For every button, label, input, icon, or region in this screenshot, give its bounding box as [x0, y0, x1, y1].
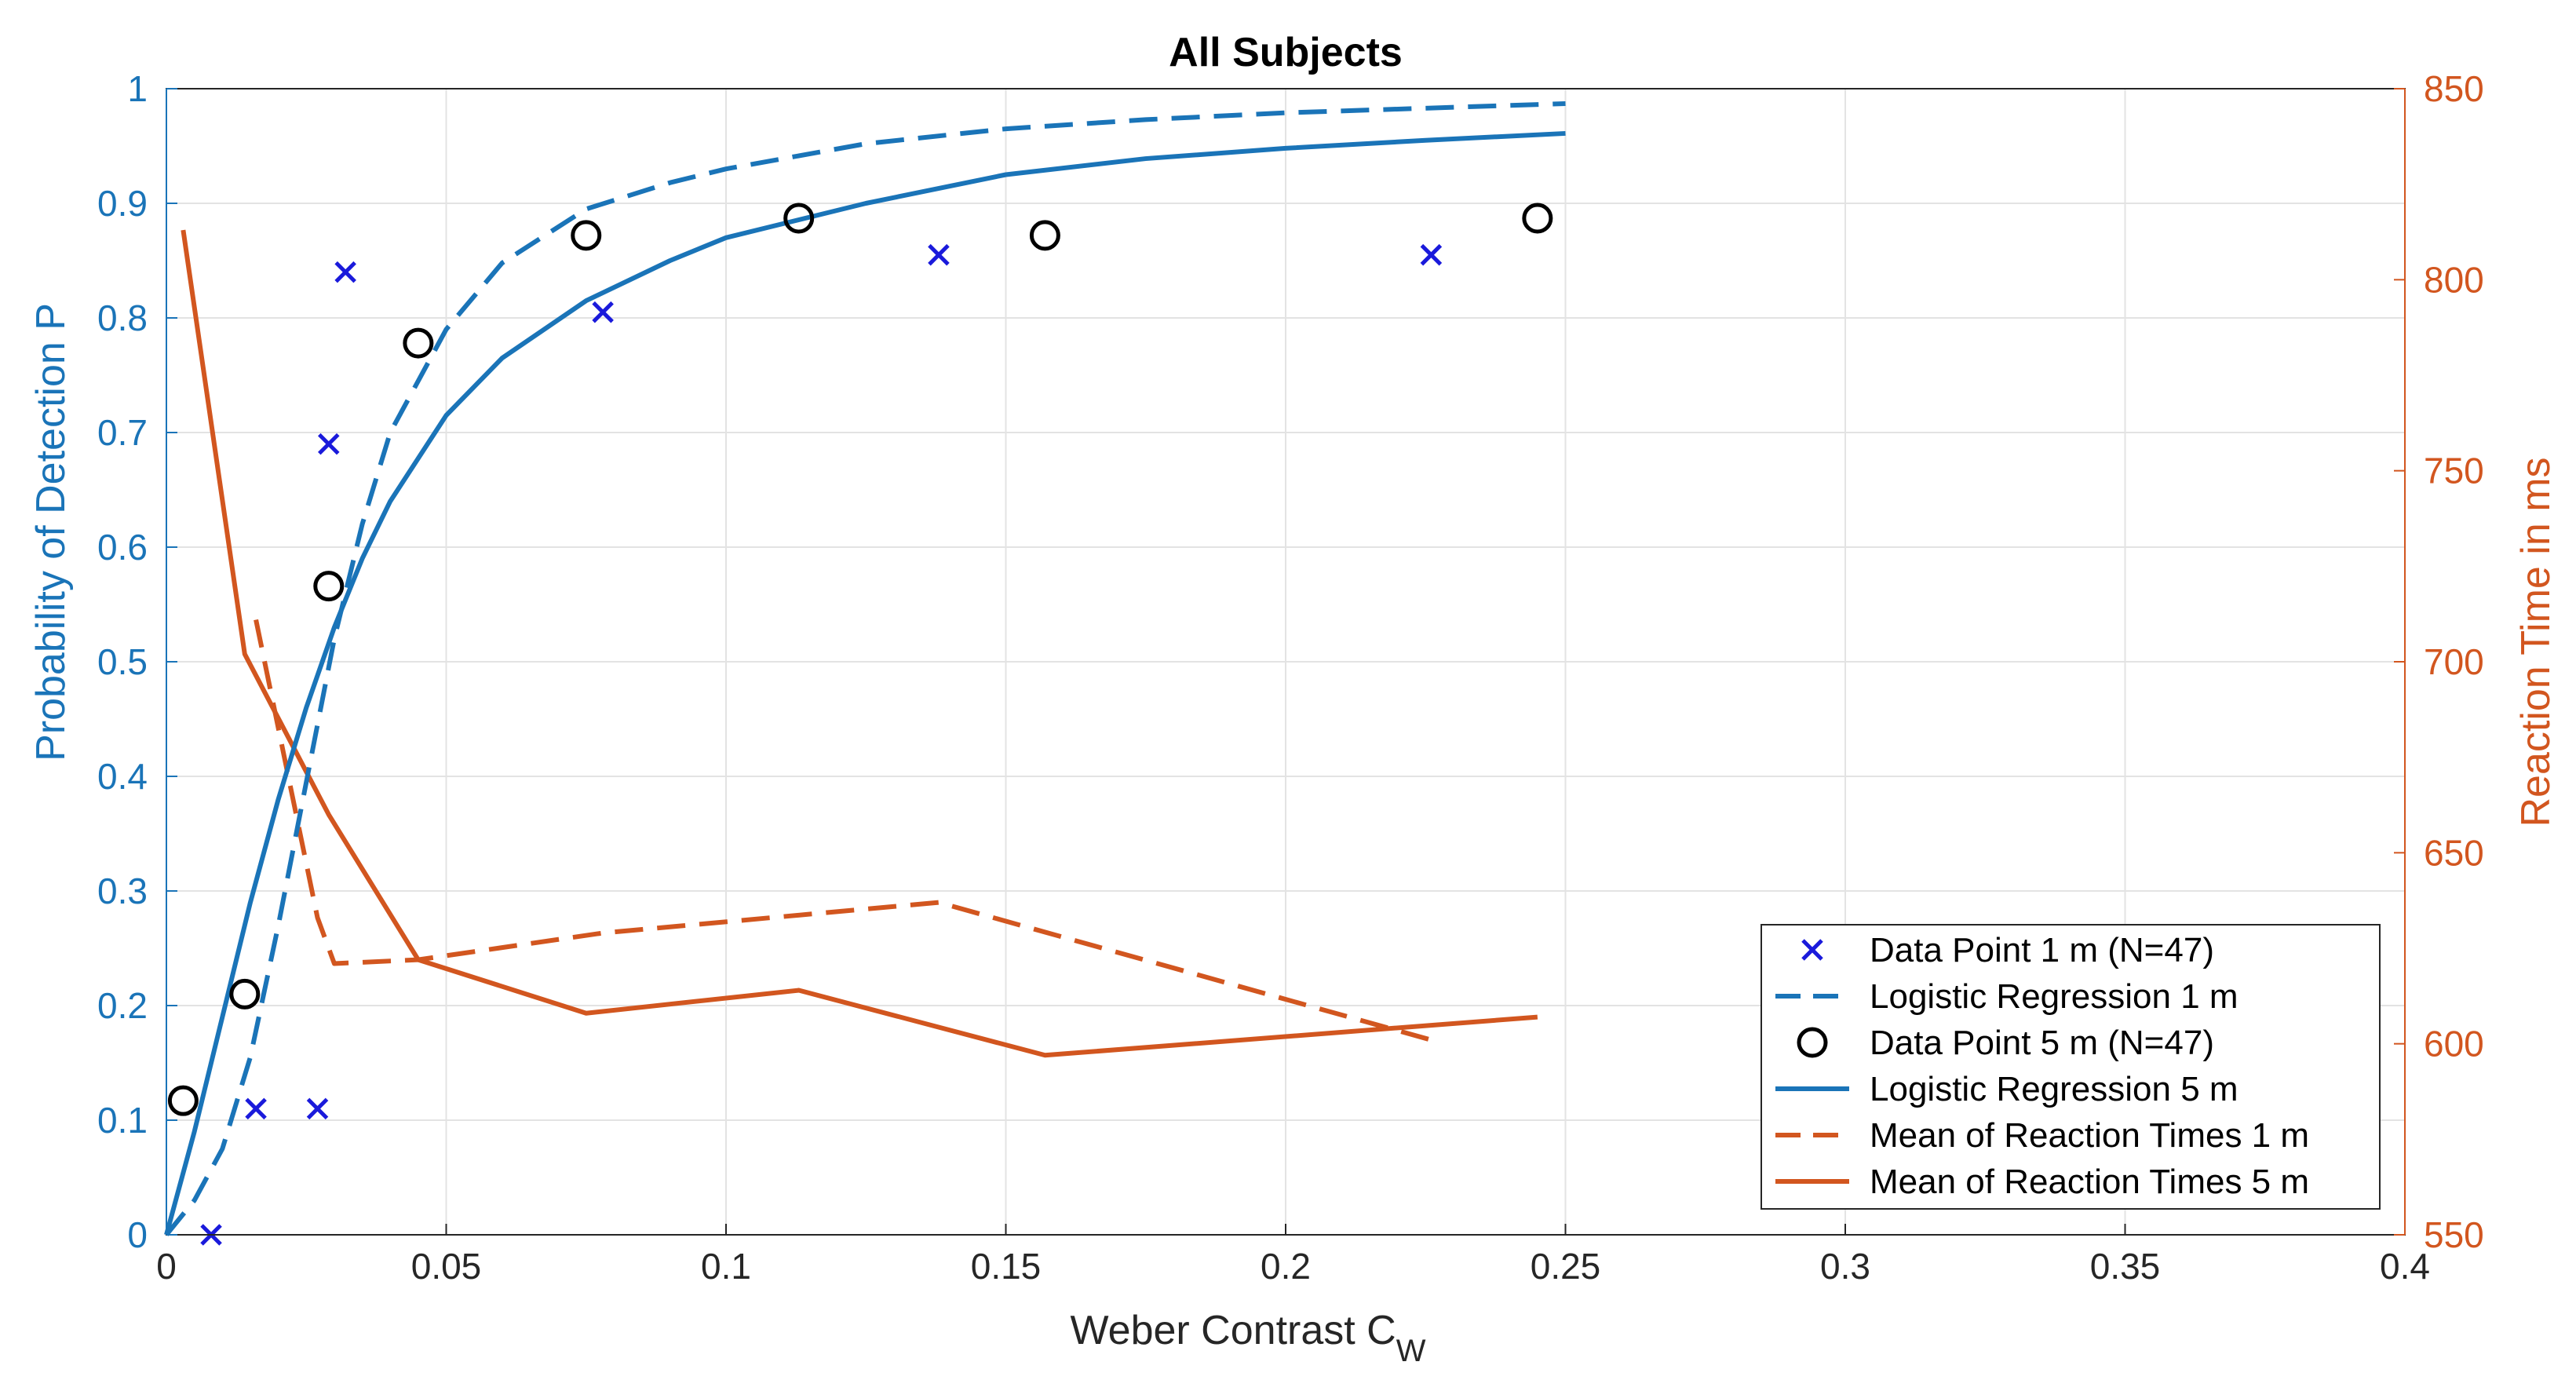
legend-label: Mean of Reaction Times 1 m [1870, 1116, 2309, 1155]
data-point-5m-marker [229, 978, 261, 1009]
data-point-5m-marker [783, 203, 815, 234]
data-point-1m-marker [318, 433, 340, 455]
y-tick-label-left: 0.8 [97, 298, 148, 338]
legend-item: Mean of Reaction Times 1 m [1775, 1116, 2309, 1155]
y-tick-label-right: 550 [2424, 1214, 2484, 1255]
legend-x-marker-stroke-b [1801, 939, 1823, 961]
x-tick-label: 0 [156, 1246, 177, 1287]
legend-label: Mean of Reaction Times 5 m [1870, 1163, 2309, 1201]
series-5 [181, 229, 1538, 1058]
data-point-5m-marker [1029, 220, 1060, 251]
x-axis-label-main: Weber Contrast C [1071, 1308, 1396, 1353]
data-point-5m-marker [313, 571, 345, 602]
data-point-1m-marker-stroke-b [318, 433, 340, 455]
x-tick-label: 0.35 [2090, 1246, 2161, 1287]
x-tick-label: 0.2 [1261, 1246, 1311, 1287]
y-tick-label-left: 0.5 [97, 641, 148, 682]
y-tick-label-left: 0.9 [97, 183, 148, 224]
data-point-5m-marker [403, 327, 434, 359]
data-point-1m-marker [306, 1097, 329, 1120]
legend-item: Logistic Regression 5 m [1775, 1070, 2238, 1108]
legend-label: Logistic Regression 5 m [1870, 1070, 2238, 1108]
y-tick-label-left: 1 [127, 68, 148, 109]
data-point-5m-marker [167, 1085, 199, 1116]
series-3 [164, 130, 1566, 1236]
data-point-1m-marker [245, 1097, 267, 1120]
x-tick-label: 0.1 [701, 1246, 751, 1287]
series-line [181, 229, 1538, 1058]
y-tick-label-left: 0 [127, 1214, 148, 1255]
y-axis-label-right: Reaction Time in ms [2513, 457, 2559, 827]
x-tick-label: 0.3 [1820, 1246, 1870, 1287]
y-tick-label-right: 700 [2424, 641, 2484, 682]
series-1 [164, 100, 1566, 1236]
x-axis-label: Weber Contrast CW [1071, 1308, 1426, 1368]
y-tick-label-right: 600 [2424, 1024, 2484, 1064]
legend-box [1761, 924, 2381, 1210]
x-tick-label: 0.05 [411, 1246, 482, 1287]
data-point-1m-marker [1420, 243, 1443, 266]
legend-item: Data Point 5 m (N=47) [1797, 1024, 2214, 1062]
y-tick-label-left: 0.2 [97, 985, 148, 1026]
x-tick-label: 0.4 [2380, 1246, 2430, 1287]
plot-area [164, 100, 1566, 1246]
y-tick-label-left: 0.6 [97, 527, 148, 568]
chart-title: All Subjects [1169, 30, 1403, 75]
ticks [166, 88, 2406, 1236]
legend-item: Logistic Regression 1 m [1775, 977, 2238, 1016]
series-line [164, 100, 1566, 1236]
x-axis-label-subscript: W [1396, 1334, 1426, 1368]
y-tick-label-left: 0.3 [97, 871, 148, 911]
x-tick-label: 0.25 [1531, 1246, 1601, 1287]
y-axis-label-left: Probability of Detection P [28, 303, 74, 761]
data-point-1m-marker-stroke-b [245, 1097, 267, 1120]
legend-item: Mean of Reaction Times 5 m [1775, 1163, 2309, 1201]
legend-label: Data Point 1 m (N=47) [1870, 931, 2214, 969]
legend-item: Data Point 1 m (N=47) [1801, 931, 2214, 969]
y-tick-label-left: 0.7 [97, 412, 148, 453]
data-point-1m-marker [592, 301, 614, 323]
series-0 [200, 243, 1443, 1246]
y-tick-label-left: 0.1 [97, 1100, 148, 1141]
legend-label: Data Point 5 m (N=47) [1870, 1024, 2214, 1062]
data-point-5m-marker [1522, 203, 1553, 234]
y-tick-label-right: 650 [2424, 832, 2484, 873]
data-point-1m-marker-stroke-b [1420, 243, 1443, 266]
data-point-1m-marker [334, 261, 356, 283]
series-2 [167, 203, 1553, 1116]
data-point-1m-marker-stroke-b [306, 1097, 329, 1120]
series-4 [254, 619, 1432, 1042]
tick-labels: 0 0.05 0.1 0.15 0.2 0.25 0.3 0.35 0.4 0 0.1 0.2 0.3 0… [97, 68, 2484, 1287]
legend: Data Point 1 m (N=47) Logistic Regression… [1761, 924, 2381, 1210]
y-tick-label-left: 0.4 [97, 756, 148, 797]
legend-label: Logistic Regression 1 m [1870, 977, 2238, 1016]
data-point-1m-marker [928, 243, 950, 266]
x-tick-label: 0.15 [971, 1246, 1042, 1287]
legend-x-marker [1801, 939, 1823, 961]
data-point-1m-marker-stroke-b [592, 301, 614, 323]
y-tick-label-right: 850 [2424, 68, 2484, 109]
data-point-1m-marker-stroke-b [928, 243, 950, 266]
data-point-1m-marker-stroke-b [334, 261, 356, 283]
series-line [164, 130, 1566, 1236]
y-tick-label-right: 800 [2424, 259, 2484, 300]
legend-o-marker [1797, 1027, 1828, 1058]
series-line [254, 619, 1432, 1042]
y-tick-label-right: 750 [2424, 451, 2484, 491]
data-point-5m-marker [571, 220, 602, 251]
